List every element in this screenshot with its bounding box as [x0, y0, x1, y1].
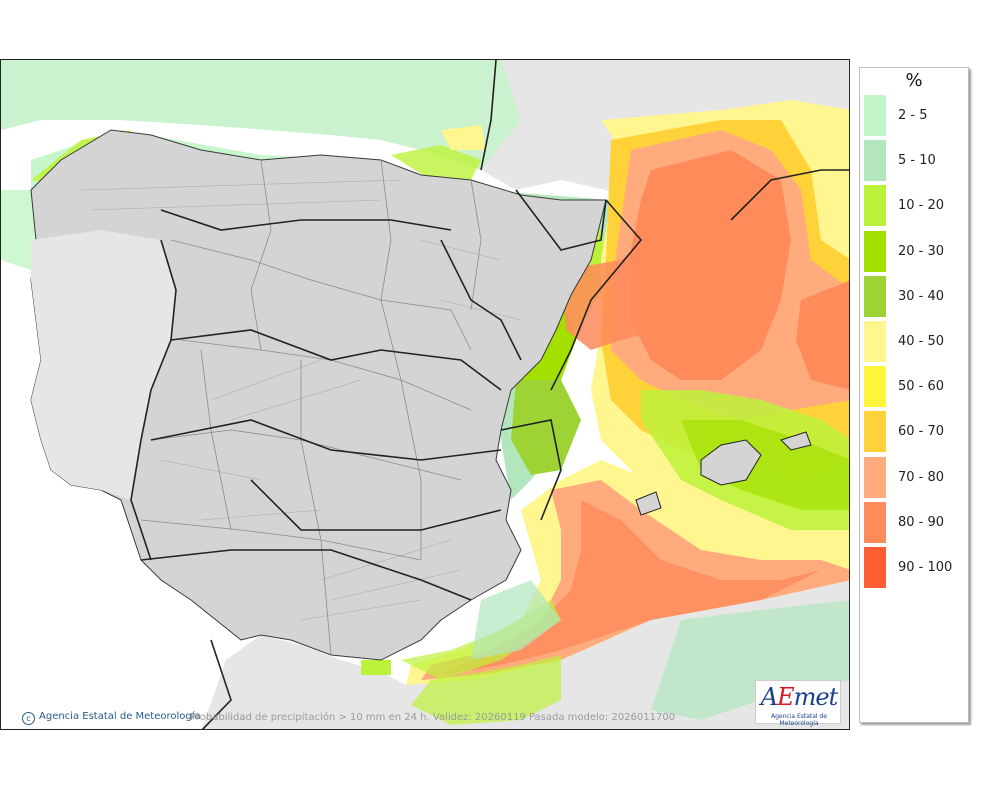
legend-item: 40 - 50 — [864, 321, 964, 363]
legend-swatch — [864, 230, 886, 272]
legend-label: 20 - 30 — [898, 243, 945, 259]
legend-item: 20 - 30 — [864, 230, 964, 273]
legend-label: 70 - 80 — [898, 469, 945, 485]
legend-label: 60 - 70 — [898, 424, 945, 440]
legend-item: 5 - 10 — [864, 140, 964, 182]
legend-swatch — [864, 140, 886, 182]
legend-swatch — [864, 185, 886, 227]
legend-label: 30 - 40 — [898, 288, 945, 304]
legend-label: 10 - 20 — [898, 198, 945, 214]
legend-swatch — [864, 366, 886, 408]
legend-label: 80 - 90 — [898, 514, 945, 530]
legend-item: 70 - 80 — [864, 456, 964, 499]
legend-label: 40 - 50 — [898, 334, 945, 349]
legend-swatch — [864, 95, 886, 136]
legend-swatch — [864, 275, 886, 317]
legend-swatch — [864, 501, 886, 543]
map-caption: Probabilidad de precipitación > 10 mm en… — [190, 712, 676, 723]
legend: % 2 - 5 5 - 10 10 - 20 20 - 30 30 - 40 40 - 5… — [859, 67, 969, 723]
legend-label: 2 - 5 — [898, 108, 928, 123]
legend-label: 5 - 10 — [898, 153, 936, 169]
map-canvas — [1, 60, 849, 729]
logo-subtitle: Agencia Estatal de Meteorología — [770, 713, 827, 727]
legend-item: 30 - 40 — [864, 275, 964, 318]
portugal-land — [31, 230, 176, 500]
legend-item: 2 - 5 — [864, 95, 964, 137]
legend-item: 50 - 60 — [864, 366, 964, 408]
legend-item: 90 - 100 — [864, 547, 964, 589]
legend-item: 10 - 20 — [864, 185, 964, 227]
precipitation-probability-map — [0, 59, 850, 730]
country-borders — [130, 60, 849, 729]
legend-label: 90 - 100 — [898, 560, 953, 575]
copyright-icon: c — [22, 712, 35, 725]
legend-swatch — [864, 411, 886, 453]
balearic-islands — [635, 431, 812, 516]
legend-item: 60 - 70 — [864, 411, 964, 453]
logo-wordmark: AEmet — [760, 683, 838, 711]
legend-swatch — [864, 547, 886, 588]
legend-unit: % — [905, 70, 923, 91]
legend-item: 80 - 90 — [864, 501, 964, 544]
legend-label: 50 - 60 — [898, 379, 945, 395]
relief-shading — [80, 179, 522, 621]
credit-text: c Agencia Estatal de Meteorología — [22, 711, 201, 725]
credit-label: Agencia Estatal de Meteorología — [39, 711, 201, 722]
legend-swatch — [864, 321, 886, 362]
aemet-logo: AEmet Agencia Estatal de Meteorología — [755, 680, 841, 727]
legend-swatch — [864, 456, 886, 498]
